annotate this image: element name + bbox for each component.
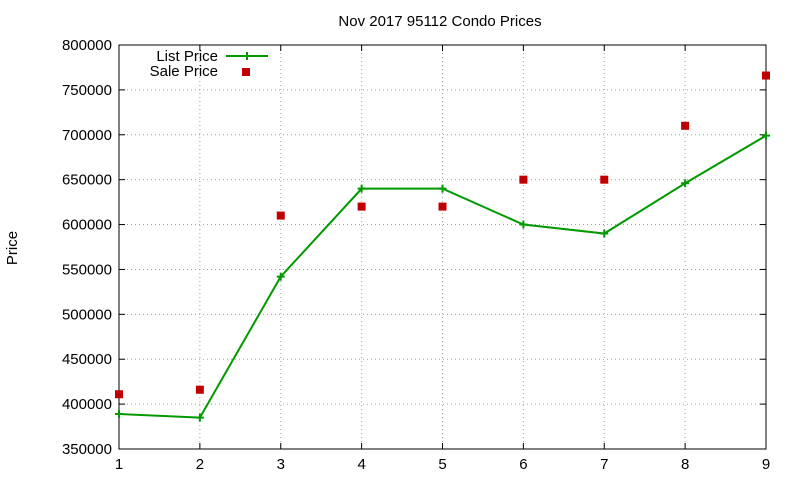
x-tick-label: 8 [681, 456, 689, 473]
y-axis-label: Price [4, 231, 21, 265]
sale-price-point [600, 175, 609, 184]
chart-title: Nov 2017 95112 Condo Prices [338, 13, 541, 30]
y-tick-label: 400000 [62, 396, 112, 413]
list-price-point [438, 184, 447, 193]
y-tick-label: 450000 [62, 351, 112, 368]
legend-marker-sale-price [242, 68, 250, 76]
list-price-point [276, 272, 285, 281]
sale-price-point [438, 202, 447, 211]
list-price-point [357, 184, 366, 193]
sale-price-point [115, 390, 123, 399]
x-tick-label: 4 [357, 456, 365, 473]
x-tick-label: 1 [115, 456, 123, 473]
list-price-point [115, 409, 123, 418]
legend: List Price Sale Price [150, 48, 268, 80]
y-tick-label: 650000 [62, 172, 112, 189]
list-price-point [600, 229, 609, 238]
legend-marker-list-price [243, 52, 251, 60]
x-tick-label: 6 [519, 456, 527, 473]
sale-price-point [276, 211, 285, 220]
y-tick-label: 800000 [62, 37, 112, 54]
series-layer [115, 71, 770, 422]
legend-label-sale-price: Sale Price [150, 63, 218, 80]
y-tick-label: 550000 [62, 261, 112, 278]
legend-label-list-price: List Price [156, 48, 218, 65]
list-price-point [519, 220, 528, 229]
y-tick-label: 600000 [62, 217, 112, 234]
sale-price-point [519, 175, 528, 184]
y-tick-label: 700000 [62, 127, 112, 144]
x-tick-label: 9 [762, 456, 770, 473]
y-tick-label: 500000 [62, 306, 112, 323]
grid-lines [119, 45, 766, 449]
y-tick-label: 350000 [62, 441, 112, 458]
x-tick-label: 2 [196, 456, 204, 473]
sale-price-point [195, 385, 204, 394]
sale-price-point [762, 71, 770, 80]
x-tick-label: 3 [277, 456, 285, 473]
y-tick-label: 750000 [62, 82, 112, 99]
x-tick-label: 7 [600, 456, 608, 473]
x-tick-label: 5 [438, 456, 446, 473]
list-price-point [681, 179, 690, 188]
sale-price-point [357, 202, 366, 211]
list-price-point [195, 413, 204, 422]
axis-ticks: 350000 400000 450000 500000 550000 600000 6500… [62, 37, 770, 473]
list-price-point [762, 131, 770, 140]
sale-price-point [681, 121, 690, 130]
